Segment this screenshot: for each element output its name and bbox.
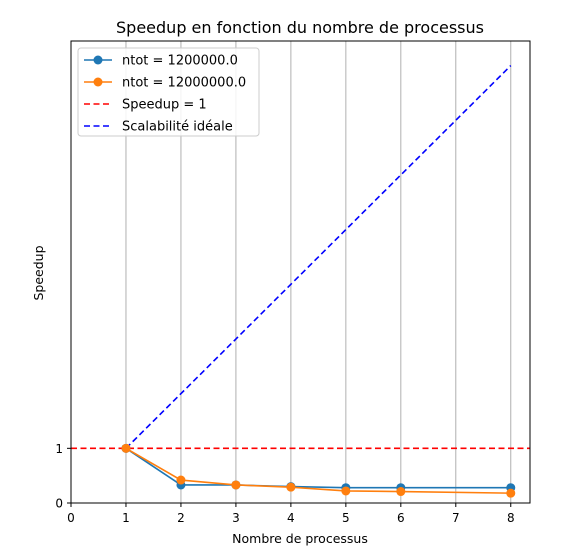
series-line-3 [125,65,512,449]
data-point [396,487,406,497]
x-axis-label: Nombre de processus [232,531,368,546]
legend-box [77,47,260,137]
legend-label: Scalabilité idéale [122,120,233,135]
data-point [506,488,516,498]
x-tick-label: 4 [287,511,295,525]
data-point [231,480,241,490]
data-point [176,475,186,485]
data-point [341,486,351,496]
legend-label: Speedup = 1 [122,98,207,113]
x-tick-label: 8 [507,511,515,525]
x-tick-label: 0 [67,511,75,525]
x-tick-label: 2 [177,511,185,525]
x-tick-label: 3 [232,511,240,525]
legend-marker [93,55,103,65]
legend-label: ntot = 12000000.0 [122,76,246,91]
y-tick-label: 1 [55,442,63,456]
x-tick-label: 5 [342,511,350,525]
plot-frame [70,40,531,504]
data-point [286,482,296,492]
axis-ticks: 0 1 2 3 4 5 6 7 8 0 1 [55,442,514,525]
y-axis-label: Speedup [31,245,46,300]
data-point [121,443,131,453]
x-tick-label: 1 [122,511,130,525]
chart-title: Speedup en fonction du nombre de process… [116,18,484,37]
legend-marker [93,77,103,87]
series-lines [71,65,530,498]
y-tick-label: 0 [55,497,63,511]
legend: ntot = 1200000.0 ntot = 12000000.0 Speedup… [77,47,260,137]
x-tick-label: 6 [397,511,405,525]
legend-label: ntot = 1200000.0 [122,54,238,69]
x-tick-label: 7 [452,511,460,525]
